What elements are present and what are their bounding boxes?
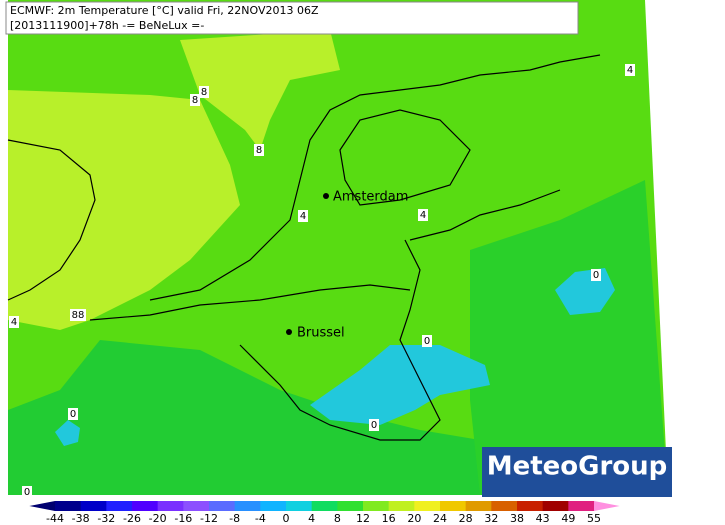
city-marker: [286, 329, 292, 335]
contour-label-bg: [190, 94, 200, 106]
colorbar-tick-label: 12: [356, 512, 370, 525]
contour-label: 0: [593, 270, 599, 281]
colorbar-tick-label: -20: [149, 512, 167, 525]
city-label: Amsterdam: [333, 190, 408, 205]
logo: MeteoGroup: [487, 452, 668, 482]
colorbar-segment: [337, 501, 364, 511]
contour-label: 88: [72, 310, 85, 321]
header-box: [5, 1, 579, 35]
contour-label-bg: [22, 486, 32, 498]
colorbar-segment: [209, 501, 236, 511]
colorbar-tick-label: 38: [510, 512, 524, 525]
contour-label-bg: [9, 316, 19, 328]
contour-label: 8: [256, 145, 262, 156]
contour-label: 0: [24, 487, 30, 498]
contour-label: 0: [371, 420, 377, 431]
colorbar-tick-label: 32: [484, 512, 498, 525]
contour-label: 4: [420, 210, 426, 221]
colorbar-segment: [388, 501, 415, 511]
colorbar-end: [594, 501, 620, 511]
contour-label: 4: [11, 317, 17, 328]
colorbar-tick-label: 0: [283, 512, 290, 525]
colorbar-segment: [157, 501, 184, 511]
colorbar-segment: [260, 501, 287, 511]
colorbar-segment: [55, 501, 82, 511]
colorbar: -44 -38 -32 -26 -20 -16 -12 -8 -4 0 4 8 12 16 20 24 28 32…: [29, 501, 620, 525]
colorbar-tick-label: 28: [459, 512, 473, 525]
colorbar-segment: [414, 501, 441, 511]
colorbar-segment: [542, 501, 569, 511]
colorbar-tick-label: -16: [174, 512, 192, 525]
contour-label: 4: [627, 65, 633, 76]
colorbar-tick-label: -44: [46, 512, 64, 525]
colorbar-segment: [106, 501, 133, 511]
colorbar-segment: [517, 501, 544, 511]
contour-label-bg: [591, 269, 601, 281]
city-label: Brussel: [297, 326, 345, 341]
contour-label: 0: [70, 409, 76, 420]
contour-label-bg: [68, 408, 78, 420]
colorbar-segment: [80, 501, 107, 511]
contour-label-bg: [199, 86, 209, 98]
colorbar-tick-label: -8: [229, 512, 240, 525]
colorbar-segment: [183, 501, 210, 511]
colorbar-tick-label: -38: [72, 512, 90, 525]
city-marker: [323, 193, 329, 199]
contour-label: 4: [300, 211, 306, 222]
colorbar-segment: [234, 501, 261, 511]
contour-label: 8: [192, 95, 198, 106]
contour-label-bg: [418, 209, 428, 221]
warm-region: [8, 90, 240, 330]
colorbar-tick-label: 24: [433, 512, 447, 525]
colorbar-tick-label: -4: [255, 512, 266, 525]
contour-label-bg: [369, 419, 379, 431]
colorbar-segment: [132, 501, 159, 511]
contour-label-bg: [625, 64, 635, 76]
cold-region: [55, 420, 80, 446]
colorbar-segment: [465, 501, 492, 511]
colorbar-tick-label: -32: [97, 512, 115, 525]
colorbar-tick-label: 4: [308, 512, 315, 525]
colorbar-segment: [286, 501, 313, 511]
contour-label-bg: [254, 144, 264, 156]
contour-label-bg: [298, 210, 308, 222]
contour-label: 8: [201, 87, 207, 98]
logo-box: [482, 447, 672, 497]
header-title: ECMWF: 2m Temperature [°C] valid Fri, 22…: [10, 4, 319, 17]
colorbar-tick-label: 16: [382, 512, 396, 525]
colorbar-tick-label: -12: [200, 512, 218, 525]
colorbar-tick-label: 43: [536, 512, 550, 525]
colorbar-segment: [568, 501, 595, 511]
contour-label-bg: [70, 309, 86, 321]
colorbar-tick-label: 20: [407, 512, 421, 525]
header-subtitle: [2013111900]+78h -= BeNeLux =-: [10, 19, 204, 32]
contour-label-bg: [422, 335, 432, 347]
colorbar-segment: [363, 501, 390, 511]
colorbar-segment: [440, 501, 467, 511]
warm-region: [180, 30, 340, 150]
cool-region: [470, 180, 668, 495]
cold-region: [310, 345, 490, 425]
cool-region: [8, 340, 480, 495]
colorbar-tick-label: -26: [123, 512, 141, 525]
colorbar-tick-label: 49: [561, 512, 575, 525]
colorbar-tick-label: 55: [587, 512, 601, 525]
contour-label: 0: [424, 336, 430, 347]
colorbar-segment: [311, 501, 338, 511]
colorbar-segment: [491, 501, 518, 511]
coastlines: [7, 54, 601, 441]
colorbar-tick-label: 8: [334, 512, 341, 525]
colorbar-end: [29, 501, 55, 511]
